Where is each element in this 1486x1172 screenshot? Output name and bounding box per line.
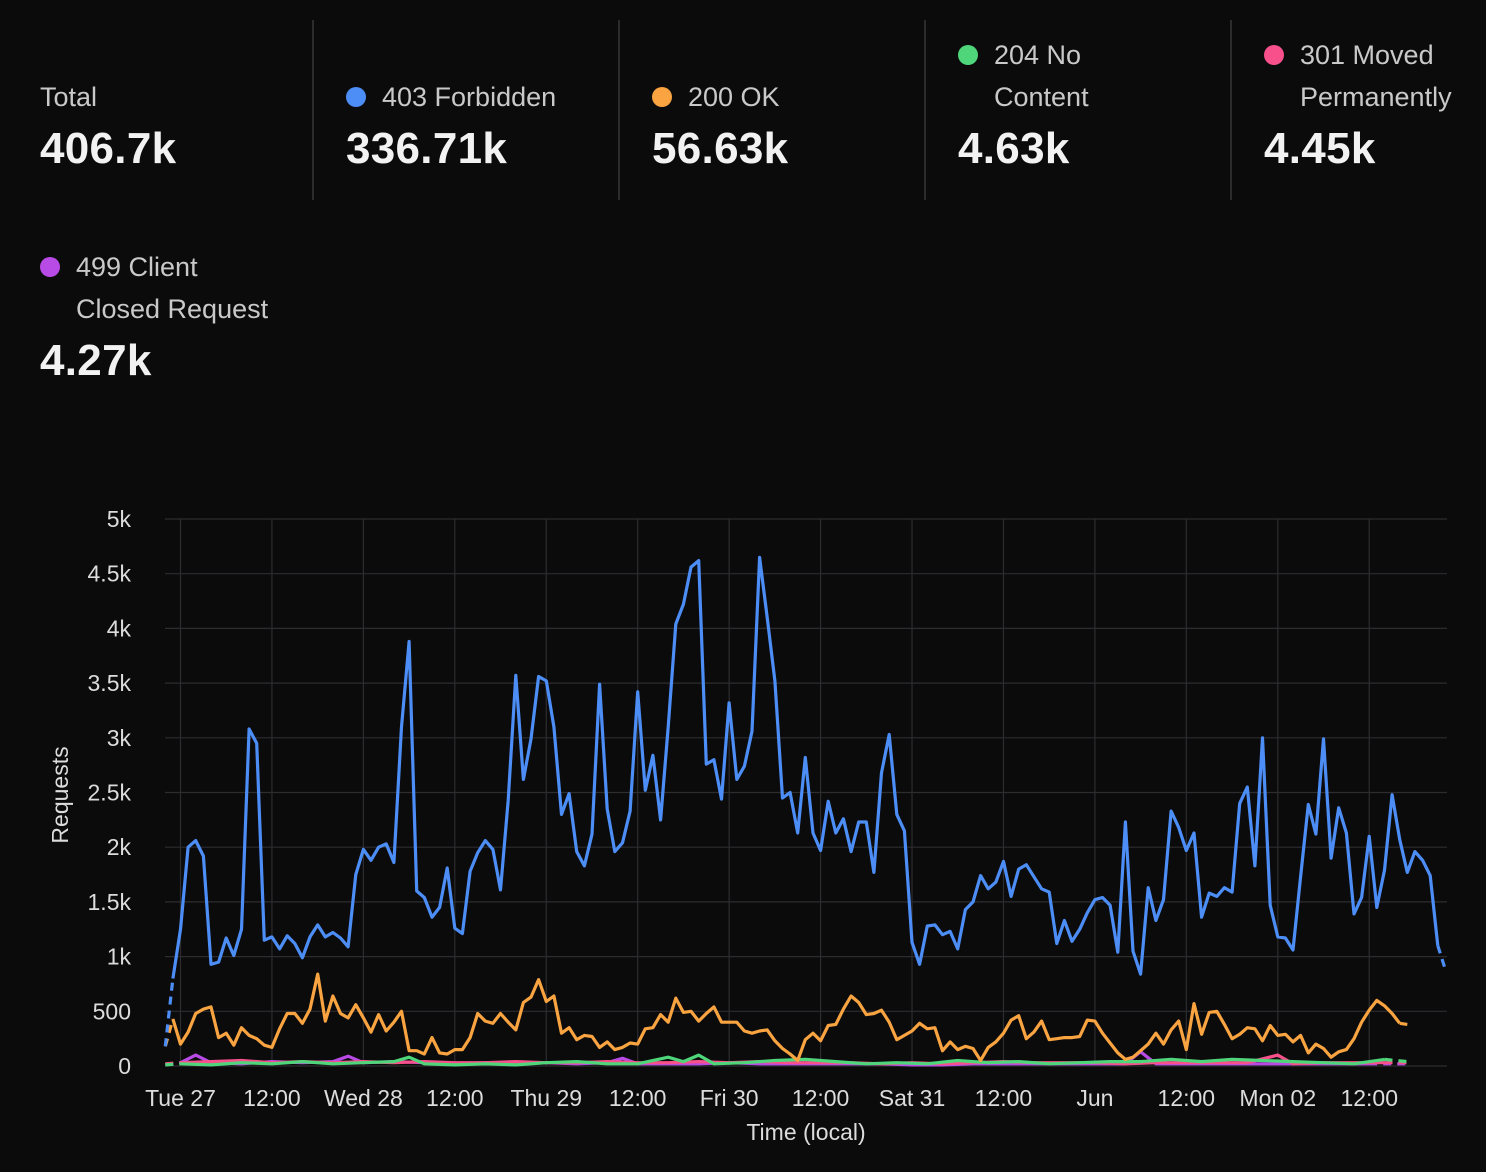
series-403-forbidden-lead bbox=[165, 979, 173, 1047]
x-tick-label: 12:00 bbox=[426, 1085, 484, 1111]
x-tick-label: 12:00 bbox=[792, 1085, 850, 1111]
x-axis-title: Time (local) bbox=[746, 1119, 865, 1145]
y-tick-label: 3.5k bbox=[88, 670, 132, 696]
requests-line-chart[interactable]: 0 500 1k 1.5k 2k 2.5k 3k 3.5k 4k 4.5k 5k Tue 27 12:… bbox=[0, 0, 1486, 1172]
x-tick-label: 12:00 bbox=[975, 1085, 1033, 1111]
y-tick-label: 3k bbox=[107, 725, 132, 751]
series-204-no-content-lead bbox=[165, 1064, 180, 1065]
y-tick-label: 4k bbox=[107, 615, 132, 641]
series-200-ok-trail bbox=[1400, 1023, 1408, 1024]
y-tick-label: 2.5k bbox=[88, 780, 132, 806]
y-tick-label: 500 bbox=[93, 998, 131, 1024]
x-tick-label: Tue 27 bbox=[145, 1085, 216, 1111]
x-tick-label: Mon 02 bbox=[1239, 1085, 1316, 1111]
series-204-no-content-trail bbox=[1385, 1059, 1408, 1061]
x-tick-label: 12:00 bbox=[1158, 1085, 1216, 1111]
x-tick-label: Jun bbox=[1076, 1085, 1113, 1111]
y-tick-label: 4.5k bbox=[88, 561, 132, 587]
x-tick-label: Thu 29 bbox=[510, 1085, 582, 1111]
x-tick-label: Fri 30 bbox=[700, 1085, 759, 1111]
series-403-forbidden-trail bbox=[1438, 946, 1446, 970]
y-tick-label: 0 bbox=[118, 1053, 131, 1079]
x-axis: Tue 27 12:00 Wed 28 12:00 Thu 29 12:00 Fri 30 1… bbox=[145, 1085, 1398, 1111]
x-tick-label: 12:00 bbox=[609, 1085, 667, 1111]
series-403-forbidden-line[interactable] bbox=[173, 557, 1438, 978]
y-tick-label: 1.5k bbox=[88, 889, 132, 915]
series-200-ok-line[interactable] bbox=[173, 974, 1400, 1060]
grid bbox=[165, 519, 1447, 1066]
series-layer bbox=[165, 557, 1445, 1065]
x-tick-label: 12:00 bbox=[243, 1085, 301, 1111]
x-tick-label: 12:00 bbox=[1340, 1085, 1398, 1111]
x-tick-label: Sat 31 bbox=[879, 1085, 946, 1111]
y-tick-label: 2k bbox=[107, 834, 132, 860]
x-tick-label: Wed 28 bbox=[324, 1085, 403, 1111]
y-tick-label: 1k bbox=[107, 944, 132, 970]
y-axis-title: Requests bbox=[47, 746, 73, 843]
y-axis: 0 500 1k 1.5k 2k 2.5k 3k 3.5k 4k 4.5k 5k bbox=[88, 506, 132, 1079]
y-tick-label: 5k bbox=[107, 506, 132, 532]
